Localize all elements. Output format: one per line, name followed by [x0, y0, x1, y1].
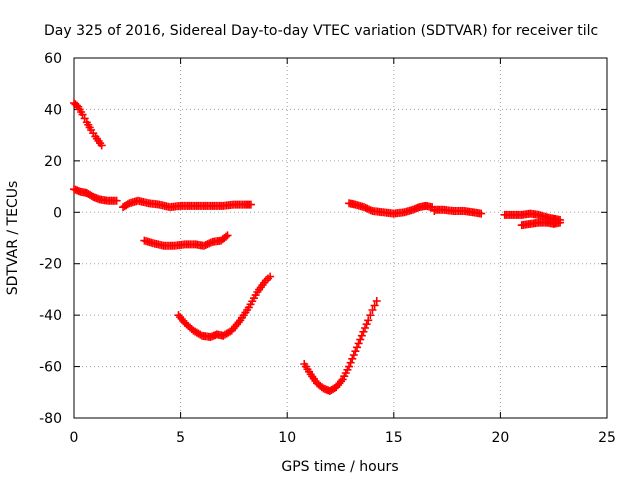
y-tick-label: 60 [44, 51, 62, 67]
y-tick-label: -20 [39, 257, 62, 273]
data-point [266, 272, 275, 281]
data-series [70, 99, 565, 395]
data-point [366, 311, 375, 320]
x-tick-label: 20 [491, 430, 509, 446]
x-tick-label: 10 [278, 430, 296, 446]
axis-ticks [73, 57, 608, 419]
series-group [70, 99, 565, 395]
data-point [112, 196, 121, 205]
series-segment [119, 196, 255, 212]
series-segment [345, 199, 439, 218]
series-segment [70, 99, 106, 150]
x-axis-label: GPS time / hours [281, 459, 398, 475]
y-tick-label: 20 [44, 154, 62, 170]
series-segment [140, 231, 232, 250]
data-point [477, 209, 486, 218]
chart-title: Day 325 of 2016, Sidereal Day-to-day VTE… [44, 23, 598, 39]
series-segment [517, 218, 565, 230]
y-axis-label: SDTVAR / TECUs [5, 181, 21, 296]
y-tick-label: 40 [44, 102, 62, 118]
data-point [223, 231, 232, 240]
plot-frame [73, 57, 608, 419]
x-tick-label: 5 [176, 430, 185, 446]
y-tick-label: -60 [39, 360, 62, 376]
data-point [556, 218, 565, 227]
y-tick-label: 0 [53, 205, 62, 221]
series-segment [300, 297, 381, 395]
series-segment [70, 185, 121, 205]
x-tick-label: 0 [70, 430, 79, 446]
data-point [246, 200, 255, 209]
data-point [368, 306, 377, 314]
data-point [372, 297, 381, 305]
y-tick-label: -80 [39, 411, 62, 427]
x-tick-label: 25 [598, 430, 616, 446]
data-point [97, 141, 106, 150]
x-tick-label: 15 [385, 430, 403, 446]
data-point [364, 316, 373, 325]
y-axis-tick-labels: 60 40 20 0 -20 -40 -60 -80 [39, 51, 62, 427]
x-axis-tick-labels: 0 5 10 15 20 25 [70, 430, 616, 446]
data-point [370, 301, 379, 310]
grid-lines [74, 58, 607, 418]
y-tick-label: -40 [39, 308, 62, 324]
series-segment [430, 205, 486, 218]
series-segment [174, 272, 275, 341]
